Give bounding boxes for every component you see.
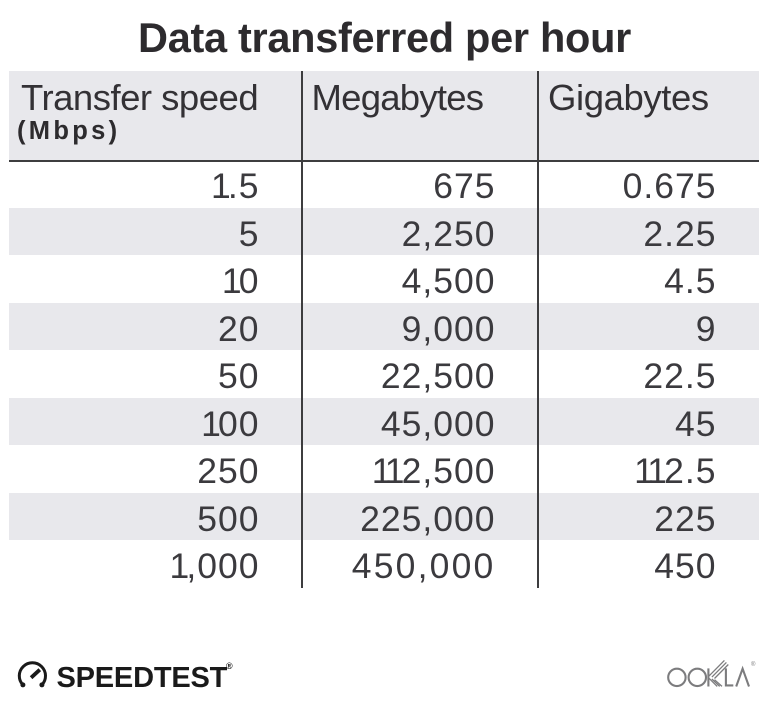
svg-text:SPEEDTEST: SPEEDTEST: [57, 662, 228, 694]
svg-text:®: ®: [751, 661, 756, 668]
svg-text:®: ®: [226, 661, 233, 671]
